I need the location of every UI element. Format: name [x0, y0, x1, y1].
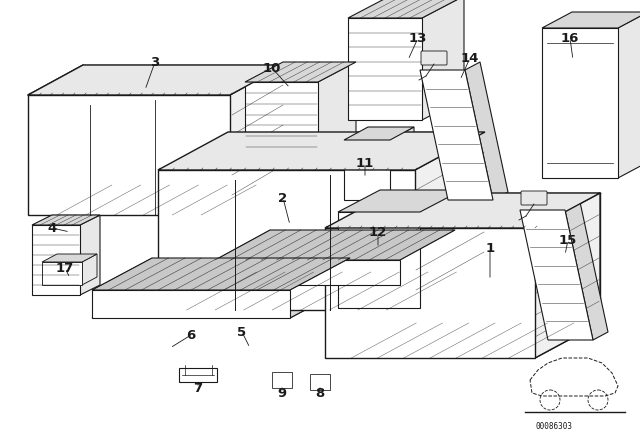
- Polygon shape: [520, 210, 593, 340]
- Polygon shape: [28, 95, 230, 215]
- Text: 14: 14: [461, 52, 479, 65]
- Polygon shape: [390, 127, 414, 200]
- Text: 7: 7: [193, 382, 203, 395]
- Text: 5: 5: [237, 326, 246, 339]
- FancyBboxPatch shape: [179, 368, 217, 382]
- Bar: [272, 372, 292, 388]
- Polygon shape: [338, 212, 420, 308]
- Polygon shape: [92, 258, 350, 290]
- Text: 2: 2: [278, 191, 287, 204]
- Text: 4: 4: [47, 221, 56, 234]
- Polygon shape: [420, 190, 462, 308]
- Text: 8: 8: [316, 387, 324, 400]
- Polygon shape: [344, 127, 414, 140]
- FancyBboxPatch shape: [421, 51, 447, 65]
- Text: 15: 15: [559, 233, 577, 246]
- Text: 1: 1: [485, 241, 495, 254]
- Polygon shape: [32, 215, 100, 225]
- Polygon shape: [32, 225, 80, 295]
- Polygon shape: [400, 230, 455, 285]
- Text: 10: 10: [263, 61, 281, 74]
- Polygon shape: [42, 262, 82, 285]
- Text: 6: 6: [186, 328, 196, 341]
- Polygon shape: [28, 65, 285, 95]
- Polygon shape: [465, 62, 508, 200]
- Polygon shape: [80, 215, 100, 295]
- Polygon shape: [318, 62, 356, 158]
- Polygon shape: [535, 193, 600, 358]
- Polygon shape: [82, 254, 97, 285]
- Polygon shape: [325, 228, 535, 358]
- Text: 00086303: 00086303: [535, 422, 572, 431]
- Polygon shape: [245, 82, 318, 158]
- Polygon shape: [542, 28, 618, 178]
- Text: 17: 17: [56, 262, 74, 275]
- Polygon shape: [245, 62, 356, 82]
- Polygon shape: [158, 170, 415, 310]
- Polygon shape: [344, 140, 390, 200]
- Polygon shape: [92, 286, 350, 318]
- Polygon shape: [92, 290, 290, 318]
- Polygon shape: [420, 70, 493, 200]
- Polygon shape: [290, 258, 350, 318]
- Polygon shape: [348, 0, 464, 18]
- Polygon shape: [230, 65, 285, 215]
- Polygon shape: [415, 132, 485, 310]
- Polygon shape: [348, 18, 422, 120]
- Text: 11: 11: [356, 156, 374, 169]
- Polygon shape: [42, 254, 97, 262]
- Polygon shape: [215, 230, 455, 260]
- Polygon shape: [565, 202, 608, 340]
- Polygon shape: [215, 260, 400, 285]
- Text: 12: 12: [369, 225, 387, 238]
- Bar: [310, 374, 330, 390]
- FancyBboxPatch shape: [521, 191, 547, 205]
- Text: 9: 9: [277, 387, 287, 400]
- Polygon shape: [158, 132, 485, 170]
- Text: 13: 13: [409, 31, 427, 44]
- Polygon shape: [215, 255, 455, 285]
- Polygon shape: [325, 193, 600, 228]
- Polygon shape: [338, 190, 462, 212]
- Polygon shape: [618, 12, 640, 178]
- Text: 16: 16: [561, 31, 579, 44]
- Polygon shape: [422, 0, 464, 120]
- Polygon shape: [542, 12, 640, 28]
- Text: 3: 3: [150, 56, 159, 69]
